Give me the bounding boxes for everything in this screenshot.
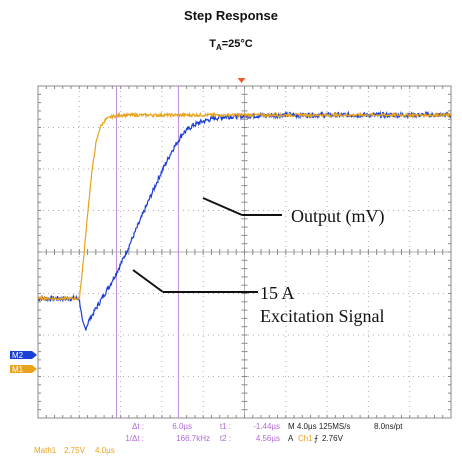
chart-title: Step Response	[184, 8, 278, 23]
output-annotation: Output (mV)	[202, 197, 385, 227]
grid	[37, 85, 452, 419]
delta-t-label: Δt :	[132, 422, 144, 431]
trigger-position-marker	[237, 78, 246, 83]
trigger-level: 2.76V	[322, 434, 344, 443]
subtitle-prefix: T	[209, 38, 216, 50]
plot-border	[37, 85, 452, 419]
channel-marker-m1-label: M1	[12, 365, 24, 374]
channel-marker-m2: M2	[10, 351, 37, 360]
timebase: M 4.0µs 125MS/s	[288, 422, 350, 431]
inv-delta-t-value: 166.7kHz	[176, 434, 210, 443]
inv-delta-t-label: 1/Δt :	[125, 434, 144, 443]
t1-value: -1.44µs	[253, 422, 280, 431]
t1-label: t1 :	[220, 422, 231, 431]
excitation-label-line1: 15 A	[260, 283, 295, 303]
math-scale: 2.75V	[64, 446, 86, 455]
resolution: 8.0ns/pt	[374, 422, 403, 431]
subtitle-suffix: =25°C	[221, 38, 253, 50]
excitation-annotation: 15 A Excitation Signal	[132, 269, 384, 326]
excitation-leader	[132, 269, 164, 293]
excitation-label-line2: Excitation Signal	[260, 306, 384, 326]
channel-marker-m1: M1	[10, 365, 37, 374]
t2-label: t2 :	[220, 434, 231, 443]
t2-value: 4.56µs	[256, 434, 280, 443]
chart-subtitle: TA=25°C	[0, 38, 462, 52]
trigger-prefix: A	[288, 434, 294, 443]
delta-t-value: 6.0µs	[172, 422, 192, 431]
trigger-channel: Ch1	[298, 434, 313, 443]
output-leader	[202, 197, 243, 216]
channel-marker-m2-label: M2	[12, 351, 24, 360]
scope-readouts: Δt : 6.0µs 1/Δt : 166.7kHz t1 : -1.44µs …	[34, 422, 403, 455]
math-time: 4.0µs	[95, 446, 115, 455]
output-label: Output (mV)	[291, 206, 385, 227]
traces	[37, 110, 452, 331]
trigger-slope: ⨍	[314, 434, 318, 443]
subtitle-subscript: A	[215, 43, 222, 53]
math-label: Math1	[34, 446, 57, 455]
excitation-trace	[37, 111, 452, 302]
